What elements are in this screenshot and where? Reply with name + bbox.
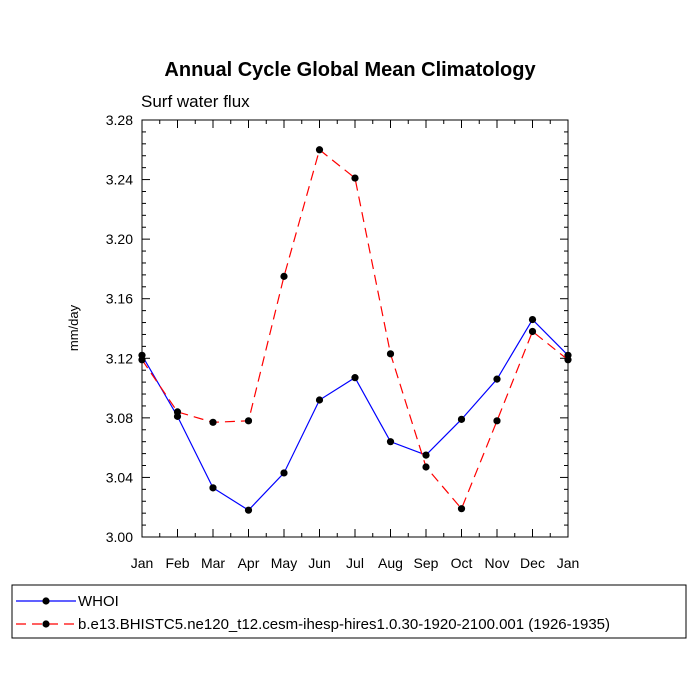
legend-marker-2 [42, 620, 50, 628]
y-tick-label: 3.16 [106, 291, 133, 307]
series-1-point [351, 374, 359, 382]
series-2-point [386, 350, 395, 358]
plot-area: 3.00 3.04 3.08 3.12 3.16 3.20 3.24 3.28 Jan Feb Ma… [106, 112, 580, 571]
y-tick-label: 3.20 [106, 231, 133, 247]
legend: WHOI b.e13.BHISTC5.ne120_t12.cesm-ihesp-h… [16, 593, 610, 633]
series-1-point [457, 415, 466, 423]
x-tick-label: Jan [131, 555, 154, 571]
series-1-point [209, 484, 217, 492]
legend-marker-1 [42, 597, 50, 605]
x-tick-label: Jan [557, 555, 580, 571]
series-2-point [244, 417, 253, 425]
series-2-point [493, 417, 501, 425]
y-tick-label: 3.08 [106, 410, 133, 426]
series-1-point [244, 506, 253, 514]
x-tick-label: Dec [520, 555, 545, 571]
series-2-point [173, 408, 182, 416]
legend-label-2: b.e13.BHISTC5.ne120_t12.cesm-ihesp-hires… [78, 616, 610, 633]
series-1-point [528, 315, 537, 324]
series-1-point [280, 469, 288, 477]
x-tick-label: Aug [378, 555, 403, 571]
x-tick-label: Apr [238, 555, 260, 571]
x-tick-label: Nov [485, 555, 510, 571]
legend-label-1: WHOI [78, 593, 119, 610]
series-1-point [422, 451, 430, 459]
series-2-point [422, 463, 430, 471]
y-axis-label: mm/day [66, 304, 81, 351]
series-1-point [315, 396, 324, 404]
x-tick-label: Jun [308, 555, 331, 571]
chart-subtitle: Surf water flux [141, 92, 250, 111]
y-tick-label: 3.28 [106, 112, 133, 128]
x-tick-label: Oct [451, 555, 473, 571]
series-2-point [280, 272, 288, 280]
x-tick-label: May [271, 555, 297, 571]
y-tick-label: 3.24 [106, 172, 133, 188]
chart-title: Annual Cycle Global Mean Climatology [164, 59, 536, 81]
y-tick-label: 3.04 [106, 469, 133, 485]
series-2-point [315, 146, 324, 154]
x-tick-label: Mar [201, 555, 225, 571]
series-2-point [564, 356, 572, 364]
series-2-point [209, 418, 217, 426]
series-line-2 [141, 148, 569, 510]
x-tick-label: Feb [165, 555, 189, 571]
series-1-point [493, 375, 501, 383]
series-2-point [528, 327, 537, 336]
y-tick-label: 3.00 [106, 529, 133, 545]
series-2-point [457, 505, 466, 513]
series-2-point [138, 356, 146, 364]
legend-box [11, 584, 687, 639]
y-tick-label: 3.12 [106, 350, 133, 366]
x-tick-label: Sep [414, 555, 439, 571]
series-2-point [351, 174, 359, 182]
series-line-1 [141, 318, 569, 511]
series-1-point [386, 438, 395, 446]
x-tick-label: Jul [346, 555, 364, 571]
